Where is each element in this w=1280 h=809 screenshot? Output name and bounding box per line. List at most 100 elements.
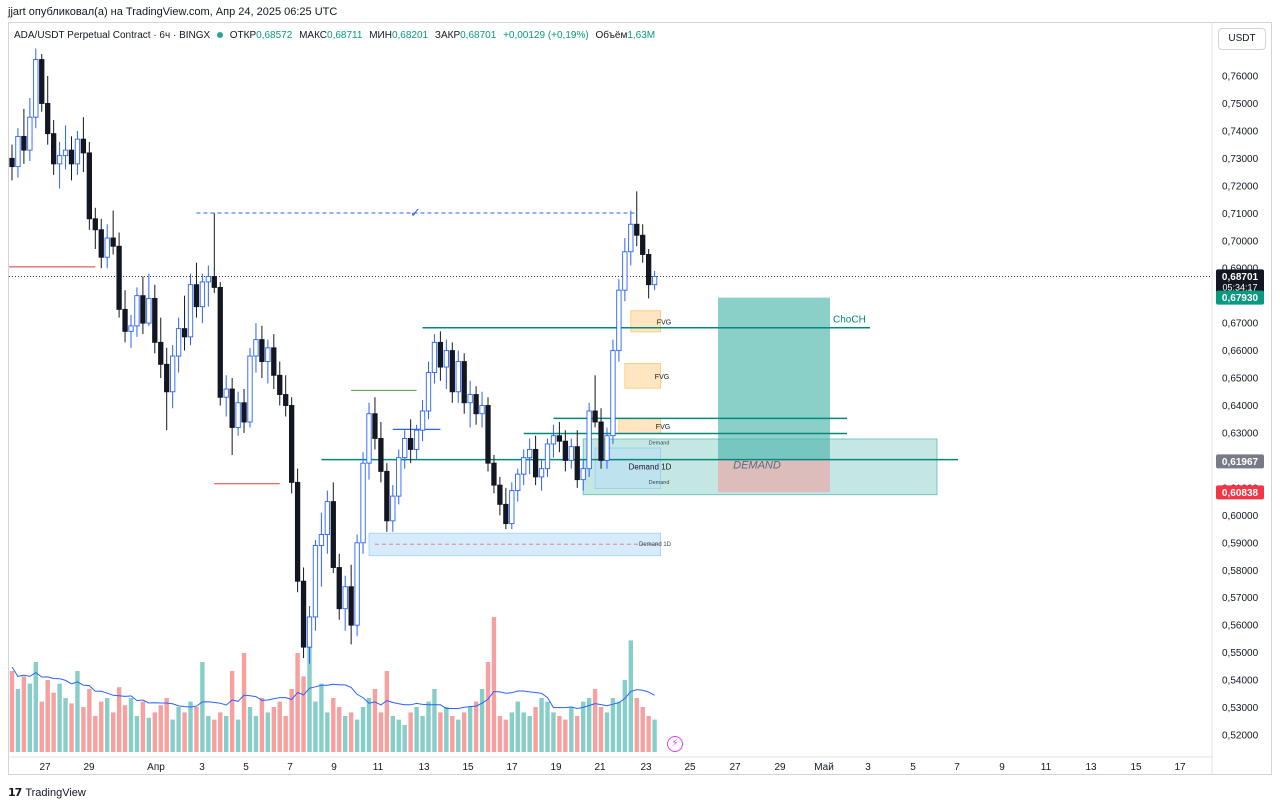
symbol-legend: ADA/USDT Perpetual Contract · 6ч · BINGX…	[14, 30, 659, 41]
time-tick-label: 19	[550, 762, 562, 773]
candle-body	[521, 457, 527, 475]
candle-body	[271, 347, 277, 376]
volume-bar	[444, 707, 449, 752]
candle-body	[384, 470, 390, 522]
candle-body	[348, 586, 354, 626]
volume-bar	[110, 712, 116, 752]
currency-button[interactable]: USDT	[1218, 28, 1266, 50]
price-label-text: 0,61967	[1222, 457, 1259, 468]
candle-body	[277, 374, 283, 395]
annotation-demand-low: Demand 1D	[639, 542, 672, 548]
volume-bar	[301, 676, 306, 752]
volume-bar	[628, 640, 633, 752]
volume-bar	[194, 707, 199, 752]
candle-body	[104, 237, 110, 258]
brand-name: TradingView	[25, 786, 86, 799]
candle-body	[473, 394, 479, 415]
volume-bar	[343, 716, 348, 752]
candle-body	[342, 586, 348, 610]
price-label-text: 0,67930	[1222, 293, 1259, 304]
candle-body	[467, 394, 473, 404]
candle-body	[68, 149, 75, 165]
candle-body	[235, 402, 241, 428]
demand-zone-low	[368, 532, 662, 557]
price-label-text: 0,68701	[1222, 272, 1259, 283]
candle-body	[62, 149, 69, 157]
time-tick-label: 29	[774, 762, 786, 773]
volume-bar	[438, 712, 443, 752]
volume-bar	[426, 701, 431, 752]
volume-bar	[140, 701, 146, 752]
open-label: ОТКР	[229, 30, 257, 41]
price-tick-label: 0,56000	[1222, 621, 1259, 632]
candle-body	[86, 152, 93, 220]
candle-body	[455, 361, 461, 393]
volume-bar	[598, 707, 604, 752]
candle-body	[9, 157, 15, 168]
fvg-zone	[630, 310, 661, 333]
volume-bar	[521, 712, 526, 752]
publisher-line: jjart опубликовал(а) на TradingView.com,…	[8, 6, 338, 18]
volume-bar	[134, 716, 140, 752]
volume-bar	[116, 687, 122, 752]
volume-bar	[456, 719, 461, 752]
candle-body	[21, 135, 27, 151]
candle-body	[140, 295, 146, 324]
volume-bar	[640, 707, 645, 752]
candle-body	[217, 286, 223, 398]
price-tick-label: 0,60000	[1222, 511, 1259, 522]
price-label-badge	[1216, 485, 1264, 500]
candle-body	[98, 229, 104, 258]
volume-bar	[557, 716, 562, 752]
time-tick-label: 3	[865, 762, 871, 773]
volume-bar	[527, 716, 532, 752]
volume-bar	[569, 707, 574, 752]
volume-bar	[15, 689, 21, 752]
time-tick-label: 11	[373, 762, 384, 773]
volume-bar	[408, 712, 413, 752]
candle-body	[229, 388, 235, 428]
candle-body	[413, 429, 420, 450]
candle-body	[265, 347, 271, 363]
candle-body	[146, 297, 152, 324]
price-tick-label: 0,66000	[1222, 346, 1259, 357]
candle-body	[92, 218, 98, 231]
volume-bar	[277, 701, 282, 752]
annotation-demand-small: Demand	[649, 480, 670, 486]
price-label-countdown: 05:34:17	[1222, 282, 1257, 292]
volume-bar	[283, 716, 288, 752]
volume-bar	[224, 716, 229, 752]
candle-body	[550, 435, 557, 445]
volume-bar	[592, 689, 598, 752]
lightning-icon[interactable]: ⚡	[667, 736, 683, 752]
volume-bar	[586, 698, 592, 752]
volume-bar	[366, 698, 372, 752]
price-tick-label: 0,52000	[1222, 731, 1259, 742]
price-label-text: 0,60838	[1222, 488, 1259, 499]
price-tick-label: 0,53000	[1222, 703, 1259, 714]
candle-body	[479, 405, 485, 415]
volume-bar	[247, 707, 253, 752]
volume-bar	[473, 701, 479, 752]
candle-body	[193, 284, 200, 308]
volume-bar	[21, 676, 27, 752]
candle-body	[616, 289, 622, 352]
volume-bar	[259, 698, 265, 752]
candle-body	[628, 223, 634, 253]
annotation-choch: ChoCH	[833, 315, 866, 326]
time-tick-label: 15	[1130, 762, 1142, 773]
volume-bar	[9, 671, 15, 752]
volume-bar	[253, 716, 259, 752]
volume-bar	[414, 707, 419, 752]
volume-bar	[212, 719, 217, 752]
volume-bar	[432, 689, 437, 752]
volume-bar	[75, 671, 80, 752]
candle-body	[449, 350, 455, 393]
chart-frame[interactable]	[8, 22, 1272, 775]
volume-bar	[313, 701, 318, 752]
volume-bar	[348, 712, 354, 752]
symbol-name[interactable]: ADA/USDT Perpetual Contract · 6ч · BINGX	[14, 30, 211, 41]
volume-bar	[218, 712, 223, 752]
candle-body	[491, 462, 497, 486]
